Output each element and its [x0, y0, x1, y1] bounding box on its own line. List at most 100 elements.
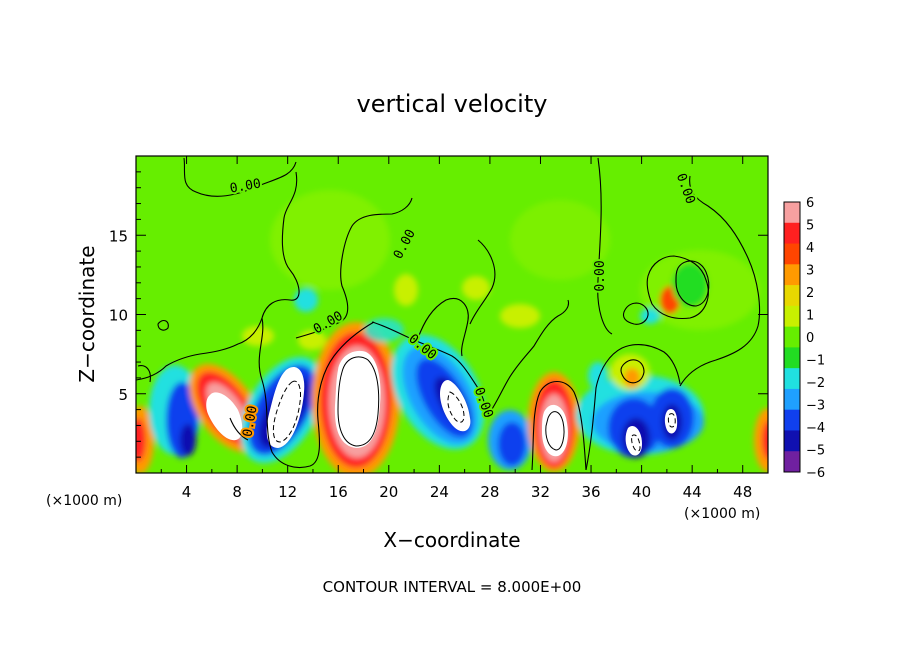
saturated-core: [206, 392, 243, 441]
field-blob-positive: [462, 276, 490, 300]
contour-line: [531, 380, 587, 471]
x-unit-right: (×1000 m): [684, 506, 760, 522]
x-tick-label: 44: [683, 483, 702, 501]
field-blob-positive: [136, 418, 146, 462]
colorbar-swatch: [784, 264, 800, 286]
contour-line: [545, 411, 565, 451]
x-ticks: 4 8 12 16 20 24 28 32 36 40 44 48: [160, 156, 752, 501]
x-tick-label: 8: [232, 483, 242, 501]
field-blob-positive: [624, 368, 640, 388]
contour-line: [585, 343, 681, 471]
colorbar-swatch: [784, 409, 800, 431]
field-blob-positive: [754, 408, 768, 472]
colorbar-label: −5: [806, 444, 825, 459]
contour-line: [137, 365, 151, 383]
contour-line: [469, 239, 496, 325]
field-blob-negative: [294, 288, 318, 312]
colorbar-swatch: [784, 202, 800, 224]
colorbar-swatch: [784, 368, 800, 390]
contour-line: [371, 321, 487, 417]
contour-line: [485, 299, 570, 419]
colorbar-swatch: [784, 243, 800, 265]
contour-line-dashed: [447, 391, 465, 423]
colorbar-label: −4: [806, 421, 825, 436]
colorbar-swatch: [784, 388, 800, 411]
colorbar-label: −3: [806, 399, 825, 414]
colorbar-swatch: [784, 285, 800, 307]
x-tick-label: 16: [329, 483, 348, 501]
colorbar-swatch: [784, 222, 800, 245]
saturated-core: [440, 380, 471, 432]
x-tick-label: 48: [733, 483, 752, 501]
x-tick-label: 32: [531, 483, 550, 501]
negative-contours: [272, 380, 676, 452]
contour-interval: CONTOUR INTERVAL = 8.000E+00: [323, 578, 582, 596]
y-tick-label: 10: [109, 307, 128, 325]
field-blob-negative: [640, 308, 660, 324]
y-tick-label: 5: [118, 386, 128, 404]
x-tick-label: 4: [182, 483, 192, 501]
y-tick-label: 15: [109, 227, 128, 245]
x-tick-label: 24: [430, 483, 449, 501]
colorbar-label: 6: [806, 196, 814, 211]
colorbar-label: 0: [806, 331, 814, 346]
contour-line: [646, 255, 709, 320]
x-tick-label: 20: [379, 483, 398, 501]
contour-line-dashed: [667, 413, 676, 428]
field-blob-negative: [498, 422, 526, 466]
x-unit-left: (×1000 m): [46, 493, 122, 509]
contour-line: [157, 319, 169, 331]
colorbar-label: 2: [806, 286, 814, 301]
contour-line: [258, 317, 375, 469]
field-blob-negative: [588, 362, 608, 390]
contour-line-dashed: [631, 434, 641, 452]
colorbar-swatch: [784, 451, 800, 473]
colorbar-swatch: [784, 347, 800, 369]
contour-line: [622, 302, 649, 325]
colorbar-swatch: [784, 326, 800, 348]
saturated-core: [625, 425, 642, 456]
saturated-core: [334, 350, 381, 448]
contour-line: [675, 260, 710, 307]
colorbar-swatch: [784, 305, 800, 328]
field-blob-negative: [180, 424, 196, 456]
colorbar-label: 3: [806, 264, 814, 279]
contour-line: [337, 356, 380, 447]
colorbar-label: −2: [806, 376, 825, 391]
saturated-core: [266, 366, 305, 448]
colorbar-label: −6: [806, 466, 825, 481]
y-axis-label: Z−coordinate: [75, 245, 99, 382]
colorbar-label: 4: [806, 241, 814, 256]
contour-line: [679, 175, 761, 387]
x-tick-label: 12: [278, 483, 297, 501]
field-shade: [510, 200, 610, 280]
field-shade: [270, 190, 390, 290]
colorbar-frame: [783, 201, 801, 473]
colorbar-label: 1: [806, 309, 814, 324]
field-blob-negative: [364, 318, 404, 342]
contour-line: [620, 359, 645, 384]
x-axis-label: X−coordinate: [383, 528, 520, 552]
colorbar-swatch: [784, 430, 800, 452]
chart-title: vertical velocity: [357, 90, 548, 118]
plot-area: 0.00 0.00 0.00 0.00 0.00 0.00 0.00 0.00: [136, 156, 768, 473]
x-tick-label: 28: [480, 483, 499, 501]
zero-contours: [136, 157, 761, 471]
contour-line: [229, 417, 249, 441]
contour-label: 0.00: [593, 260, 608, 291]
contour-line: [417, 298, 469, 357]
y-ticks: 5 10 15: [109, 171, 768, 458]
colorbar-label: 5: [806, 219, 814, 234]
field-blob-positive: [242, 326, 274, 346]
x-tick-label: 40: [632, 483, 651, 501]
field-blob-positive: [762, 420, 768, 460]
colorbar-label: −1: [806, 354, 825, 369]
x-tick-label: 36: [581, 483, 600, 501]
contour-line: [597, 157, 613, 335]
field-blob: [672, 263, 708, 307]
field-blob-positive: [394, 274, 418, 306]
field-blob-positive: [500, 304, 540, 328]
contour-line: [295, 197, 413, 339]
contour-line: [183, 157, 297, 197]
